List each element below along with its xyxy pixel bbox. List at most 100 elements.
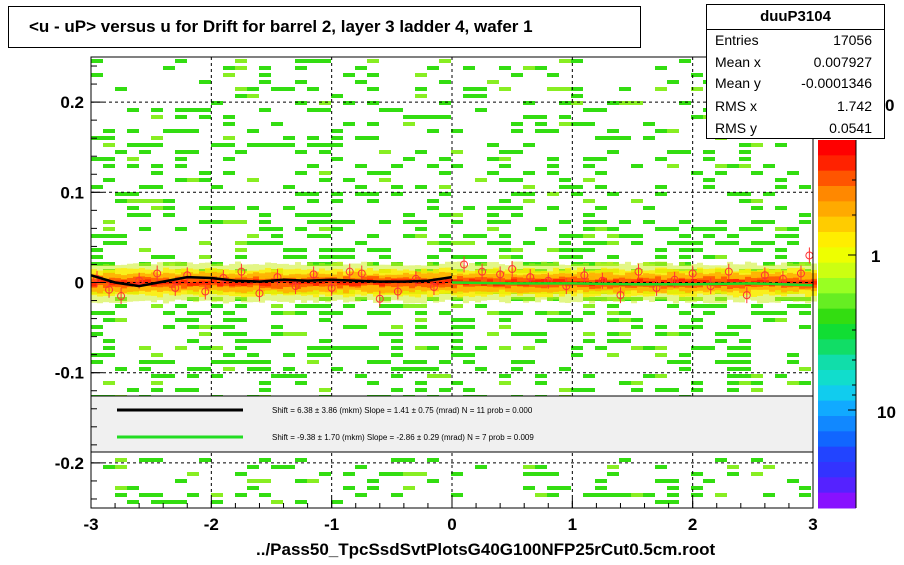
profile-point (105, 285, 114, 294)
heatmap-cell (271, 374, 283, 378)
heatmap-cell (571, 59, 583, 63)
heatmap-cell (391, 339, 403, 343)
heatmap-cell (415, 227, 427, 231)
heatmap-band-cell (217, 282, 223, 287)
heatmap-cell (475, 304, 487, 308)
heatmap-cell (667, 80, 679, 84)
heatmap-cell (247, 129, 259, 133)
heatmap-cell (151, 493, 163, 497)
heatmap-cell (307, 143, 319, 147)
heatmap-cell (751, 241, 763, 245)
heatmap-cell (379, 178, 391, 182)
heatmap-cell (355, 241, 367, 245)
heatmap-cell (163, 325, 175, 329)
heatmap-cell (727, 360, 739, 364)
heatmap-cell (223, 220, 235, 224)
heatmap-cell (199, 178, 211, 182)
heatmap-cell (451, 241, 463, 245)
stat-value: 17056 (833, 32, 872, 48)
heatmap-cell (91, 248, 103, 252)
heatmap-cell (163, 213, 175, 217)
heatmap-cell (235, 360, 247, 364)
heatmap-cell (139, 346, 151, 350)
heatmap-cell (391, 472, 403, 476)
heatmap-cell (103, 178, 115, 182)
heatmap-cell (475, 178, 487, 182)
heatmap-cell (619, 318, 631, 322)
heatmap-cell (271, 311, 283, 315)
heatmap-cell (643, 206, 655, 210)
heatmap-band-cell (709, 276, 715, 286)
heatmap-cell (535, 227, 547, 231)
heatmap-cell (451, 220, 463, 224)
palette-swatch (818, 492, 856, 509)
heatmap-cell (271, 304, 283, 308)
heatmap-band-cell (673, 279, 679, 284)
heatmap-cell (91, 332, 103, 336)
profile-points (93, 247, 814, 307)
heatmap-cell (571, 94, 583, 98)
heatmap-cell (523, 143, 535, 147)
heatmap-cell (367, 192, 379, 196)
heatmap-cell (763, 164, 775, 168)
heatmap-cell (259, 339, 271, 343)
palette-swatch (818, 278, 856, 294)
heatmap-cell (283, 87, 295, 91)
heatmap-cell (235, 346, 247, 350)
heatmap-cell (367, 59, 379, 63)
heatmap-cell (583, 220, 595, 224)
heatmap-cell (331, 227, 343, 231)
heatmap-cell (703, 157, 715, 161)
heatmap-cell (619, 339, 631, 343)
heatmap-cell (667, 227, 679, 231)
palette-swatch (818, 293, 856, 310)
heatmap-cell (511, 178, 523, 182)
heatmap-cell (307, 360, 319, 364)
heatmap-cell (343, 248, 355, 252)
heatmap-cell (415, 381, 427, 385)
heatmap-cell (127, 143, 139, 147)
heatmap-band-cell (655, 276, 661, 286)
heatmap-cell (247, 367, 259, 371)
heatmap-cell (259, 213, 271, 217)
heatmap-cell (583, 157, 595, 161)
heatmap-cell (319, 248, 331, 252)
heatmap-cell (451, 325, 463, 329)
heatmap-cell (211, 304, 223, 308)
heatmap-cell (319, 101, 331, 105)
heatmap-cell (715, 255, 727, 259)
palette-swatch (818, 370, 856, 386)
heatmap-cell (379, 150, 391, 154)
heatmap-cell (559, 87, 571, 91)
heatmap-cell (427, 367, 439, 371)
heatmap-cell (739, 248, 751, 252)
heatmap-cell (151, 304, 163, 308)
heatmap-cell (727, 472, 739, 476)
heatmap-cell (259, 227, 271, 231)
heatmap-cell (559, 318, 571, 322)
heatmap-cell (571, 87, 583, 91)
heatmap-cell (715, 339, 727, 343)
heatmap-cell (535, 66, 547, 70)
heatmap-cell (283, 185, 295, 189)
heatmap-cell (559, 248, 571, 252)
heatmap-band-cell (775, 276, 781, 286)
heatmap-cell (715, 332, 727, 336)
heatmap-cell (175, 227, 187, 231)
heatmap-cell (559, 255, 571, 259)
heatmap-cell (451, 493, 463, 497)
heatmap-cell (175, 388, 187, 392)
heatmap-cell (655, 500, 667, 504)
heatmap-cell (727, 367, 739, 371)
heatmap-cell (91, 157, 103, 161)
heatmap-cell (127, 206, 139, 210)
heatmap-cell (319, 311, 331, 315)
heatmap-cell (679, 101, 691, 105)
profile-point (634, 267, 643, 276)
heatmap-cell (703, 150, 715, 154)
heatmap-cell (295, 171, 307, 175)
heatmap-cell (463, 94, 475, 98)
palette-swatch (818, 155, 856, 172)
heatmap-cell (439, 248, 451, 252)
heatmap-cell (295, 332, 307, 336)
